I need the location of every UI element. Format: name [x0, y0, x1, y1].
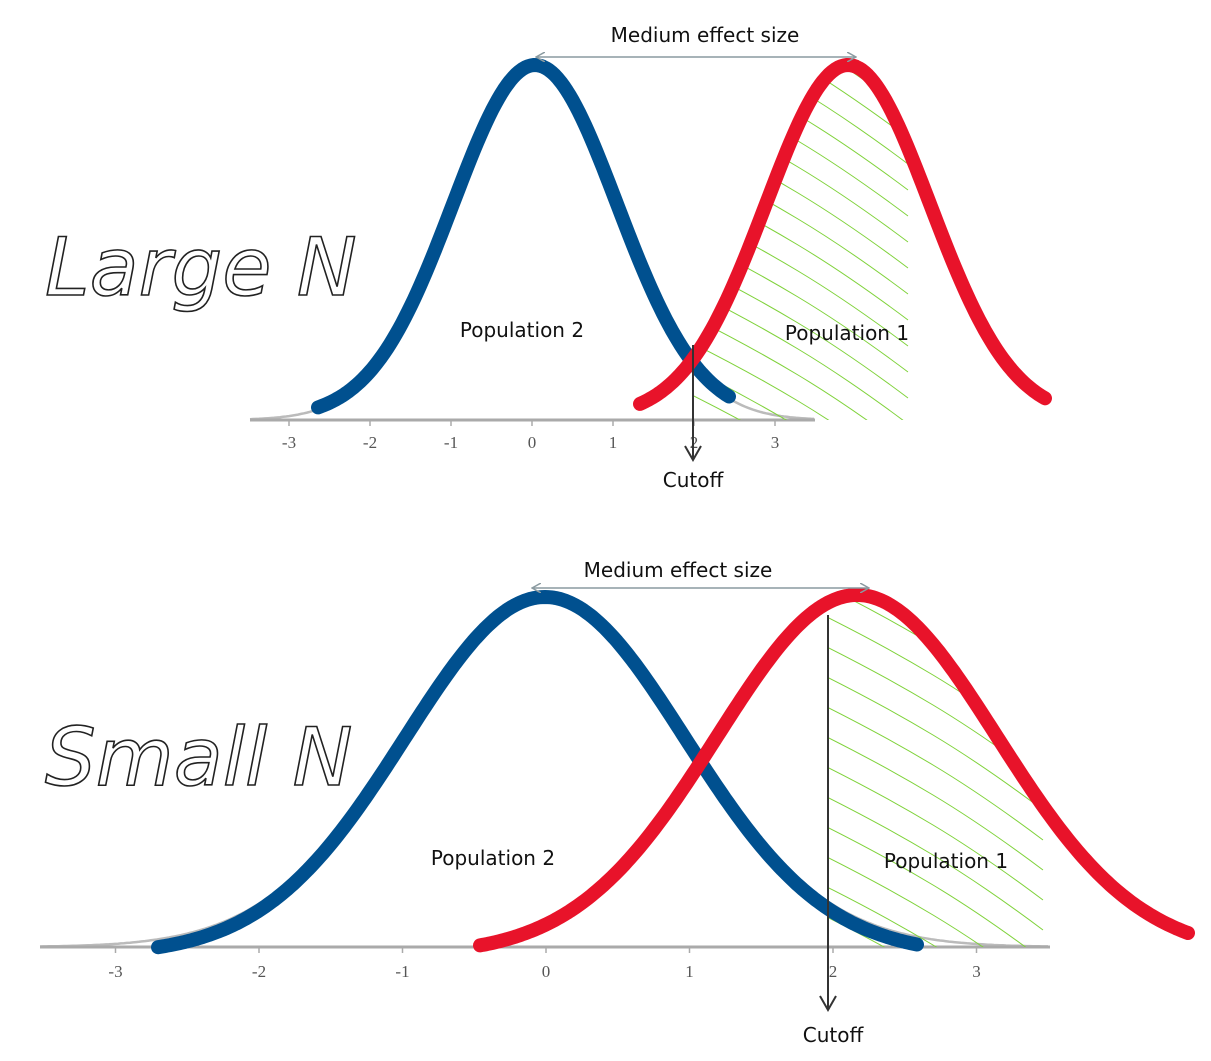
handwritten-sample-size-label: Large N: [45, 221, 357, 314]
panel-small-n: -3 -2 -1 0 1 2 3 Cutoff Medium effect size Popula…: [39, 285, 1195, 1061]
hatch-line: [693, 65, 909, 139]
x-tick-label: -2: [363, 433, 377, 452]
hatch-line: [693, 80, 909, 217]
hatch-line: [828, 674, 1044, 811]
x-tick-label: -1: [444, 433, 458, 452]
hatch-line: [823, 375, 1043, 510]
hatch-line: [828, 595, 1044, 601]
hatch-line: [693, 392, 909, 420]
population-1-curve: [633, 58, 1052, 411]
effect-size-label: Medium effect size: [611, 23, 800, 47]
hatch-line: [693, 314, 909, 420]
hatch-line: [828, 884, 1044, 947]
population-1-curve: [473, 588, 1195, 953]
x-tick-label: 3: [771, 433, 780, 452]
population-1-label: Population 1: [785, 321, 909, 345]
population-2-label: Population 2: [431, 846, 555, 870]
population-2-curve: [151, 590, 924, 955]
hatch-line: [828, 764, 1044, 901]
hatch-line: [823, 975, 1043, 1061]
hatch-line: [823, 405, 1043, 540]
x-tick-label: -3: [108, 962, 122, 981]
population-1-label: Population 1: [884, 849, 1008, 873]
x-tick-label: -3: [282, 433, 296, 452]
hatch-line: [828, 794, 1044, 931]
hatch-line: [828, 824, 1044, 947]
population-2-curve: [311, 58, 736, 415]
hatch-line: [828, 704, 1044, 841]
hatch-line: [828, 595, 1044, 691]
cutoff-arrow-icon: [819, 995, 837, 1013]
hatch-line: [823, 285, 1043, 420]
x-tick-label: 0: [542, 962, 551, 981]
hatch-line: [688, 0, 908, 8]
hatch-line: [693, 340, 909, 420]
x-tick-label: 1: [685, 962, 694, 981]
population-2-label: Population 2: [460, 318, 584, 342]
cutoff-label: Cutoff: [803, 1023, 865, 1047]
hatch-line: [828, 734, 1044, 871]
hatch-line: [693, 65, 909, 165]
hatch-line: [693, 158, 909, 295]
x-tick-label: -2: [252, 962, 266, 981]
hatch-line: [693, 132, 909, 269]
x-tick-label: -1: [395, 962, 409, 981]
hatch-line: [828, 854, 1044, 947]
x-tick-label: 3: [972, 962, 981, 981]
handwritten-sample-size-label: Small N: [45, 711, 352, 804]
hatch-line: [828, 595, 1044, 631]
hatch-line: [823, 435, 1043, 570]
cutoff-label: Cutoff: [663, 468, 725, 492]
x-tick-label: 0: [528, 433, 537, 452]
effect-size-label: Medium effect size: [584, 558, 773, 582]
x-tick-label: 2: [829, 962, 838, 981]
cutoff-arrow-icon: [684, 445, 702, 463]
x-tick-label: 1: [609, 433, 618, 452]
